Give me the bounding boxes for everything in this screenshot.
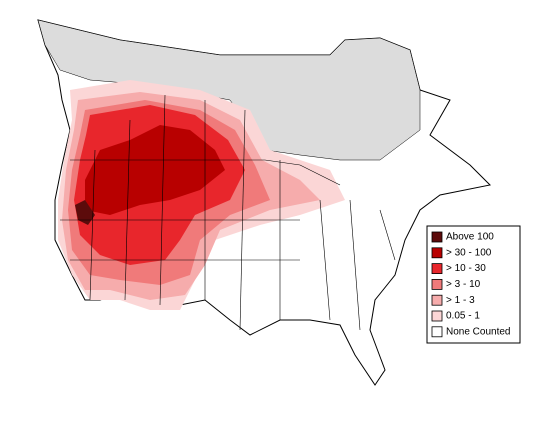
legend-swatch (431, 326, 443, 338)
abundance-veryhigh (85, 125, 225, 215)
legend-label: None Counted (446, 326, 511, 337)
legend-swatch (431, 263, 443, 275)
legend-swatch (431, 231, 443, 243)
map (37, 19, 492, 386)
legend-label: Above 100 (446, 232, 494, 243)
legend-label: > 30 - 100 (446, 247, 492, 258)
legend-swatch (431, 247, 443, 259)
no-data-region (37, 19, 421, 161)
legend-swatch (431, 310, 443, 322)
borders (60, 94, 396, 331)
legend-swatch (431, 294, 443, 306)
legend-box (426, 225, 521, 344)
legend-label: > 1 - 3 (446, 295, 475, 306)
abundance-top (75, 200, 95, 225)
legend-label: 0.05 - 1 (446, 311, 480, 322)
legend-swatch (431, 278, 443, 290)
legend-label: > 10 - 30 (446, 263, 486, 274)
legend: Above 100 > 30 - 100 > 10 - 30 > 3 - 10 > 1 … (426, 225, 521, 344)
legend-label: > 3 - 10 (446, 279, 481, 290)
